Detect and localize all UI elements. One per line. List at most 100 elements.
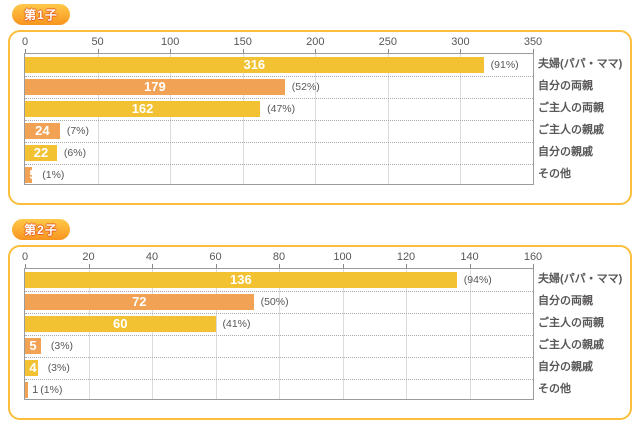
- chart-block-first-child: 第1子 0 50 100 150 200 250 300 350 (91%) 316 (52%) 1…: [0, 0, 640, 215]
- gridline: [387, 54, 389, 184]
- axis-tick-label: 20: [82, 251, 95, 263]
- category-label: 自分の親戚: [538, 146, 593, 158]
- bar-value-label: 22: [33, 145, 49, 160]
- row-separator: [25, 120, 533, 121]
- gridline: [406, 269, 407, 399]
- x-axis: 0 20 40 60 80 100 120 140 160: [10, 247, 630, 269]
- bar-percent-label: (52%): [291, 81, 320, 93]
- bar-value-label: 1: [32, 384, 39, 396]
- row-separator: [25, 98, 533, 99]
- bar-value-label: 179: [144, 79, 166, 94]
- bar: [25, 145, 57, 161]
- bar-value-label: 5: [29, 167, 37, 182]
- row-separator: [25, 379, 533, 380]
- category-label: ご主人の親戚: [538, 124, 604, 136]
- axis-tick-label: 0: [21, 36, 29, 48]
- axis-tick-mark: [25, 264, 26, 269]
- bar-value-label: 4: [29, 360, 37, 375]
- axis-tick-label: 80: [272, 251, 286, 263]
- category-label: その他: [538, 383, 571, 395]
- row-separator: [25, 142, 533, 143]
- row-separator: [25, 76, 533, 77]
- axis-tick-label: 250: [378, 36, 398, 48]
- bar-percent-label: (3%): [50, 340, 74, 352]
- chart-panel: 0 20 40 60 80 100 120 140 160 (94%) 136 (50%) 72 (41…: [8, 245, 632, 420]
- bar-percent-label: (7%): [66, 125, 89, 137]
- bar: [25, 272, 457, 288]
- axis-tick-mark: [25, 49, 26, 54]
- category-label: その他: [538, 168, 571, 180]
- bar: [25, 294, 254, 310]
- axis-tick-label: 100: [160, 36, 180, 48]
- bar: [25, 382, 29, 398]
- axis-tick-label: 50: [91, 36, 104, 48]
- gridline: [315, 54, 317, 184]
- bar-value-label: 136: [230, 272, 252, 287]
- bar: [25, 101, 261, 117]
- row-separator: [25, 313, 533, 314]
- x-axis: 0 50 100 150 200 250 300 350: [10, 32, 630, 54]
- plot-area: (91%) 316 (52%) 179 (47%) 162 (7%) 24 (6%) 22 (1%)…: [24, 53, 534, 185]
- category-label: 自分の両親: [538, 295, 593, 307]
- axis-tick-mark: [460, 49, 462, 54]
- bar: [25, 79, 285, 95]
- gridline: [279, 269, 280, 399]
- axis-tick-mark: [242, 49, 244, 54]
- bar: [25, 338, 41, 354]
- category-label: ご主人の両親: [538, 102, 604, 114]
- row-separator: [25, 291, 533, 292]
- axis-tick-mark: [533, 49, 534, 54]
- gridline: [342, 269, 344, 399]
- gridline: [460, 54, 462, 184]
- category-label: ご主人の親戚: [538, 339, 604, 351]
- row-separator: [25, 357, 533, 358]
- bar-percent-label: (91%): [490, 59, 519, 71]
- bar-percent-label: (3%): [47, 362, 70, 374]
- axis-tick-label: 300: [451, 36, 470, 48]
- bar-value-label: 316: [243, 57, 266, 72]
- axis-tick-mark: [342, 264, 344, 269]
- axis-tick-label: 0: [21, 251, 29, 263]
- axis-tick-label: 160: [523, 251, 543, 263]
- bar: [25, 123, 60, 139]
- axis-tick-mark: [469, 264, 471, 269]
- category-label: 夫婦(パパ・ママ): [538, 58, 623, 70]
- category-label: 夫婦(パパ・ママ): [538, 273, 623, 285]
- gridline: [97, 54, 99, 184]
- gridline: [152, 269, 153, 399]
- axis-tick-mark: [215, 264, 217, 269]
- bar-percent-label: (47%): [267, 103, 296, 115]
- bar-value-label: 162: [131, 101, 154, 116]
- category-label: ご主人の両親: [538, 317, 604, 329]
- axis-tick-mark: [315, 49, 317, 54]
- row-separator: [25, 164, 533, 165]
- axis-tick-mark: [279, 264, 280, 269]
- gridline: [469, 269, 471, 399]
- gridline: [170, 54, 172, 184]
- chart-block-second-child: 第2子 0 20 40 60 80 100 120 140 160 (94%) 136 (50%) 7…: [0, 215, 640, 430]
- bar-value-label: 60: [113, 316, 128, 331]
- chart-title: 第1子: [24, 8, 58, 22]
- bar-percent-label: (6%): [63, 147, 87, 159]
- bar-value-label: 5: [29, 338, 37, 353]
- axis-tick-mark: [533, 264, 534, 269]
- chart-title: 第2子: [24, 223, 58, 237]
- axis-tick-mark: [97, 49, 99, 54]
- bar-percent-label: (94%): [463, 274, 492, 286]
- axis-tick-label: 60: [209, 251, 222, 263]
- bar-percent-label: (50%): [260, 296, 289, 308]
- axis-tick-label: 140: [460, 251, 479, 263]
- axis-tick-label: 150: [233, 36, 252, 48]
- row-separator: [25, 335, 533, 336]
- axis-tick-mark: [88, 264, 90, 269]
- bar-percent-label: 1 (1%): [32, 379, 62, 401]
- chart-panel: 0 50 100 150 200 250 300 350 (91%) 316 (52%) 179 (4…: [8, 30, 632, 205]
- axis-tick-label: 100: [333, 251, 352, 263]
- bar-value-label: 72: [132, 294, 147, 309]
- axis-tick-mark: [152, 264, 153, 269]
- axis-tick-label: 120: [396, 251, 416, 263]
- bar: [25, 167, 33, 183]
- bar-percent-label: (1%): [42, 169, 65, 181]
- bar: [25, 316, 216, 332]
- bar: [25, 360, 38, 376]
